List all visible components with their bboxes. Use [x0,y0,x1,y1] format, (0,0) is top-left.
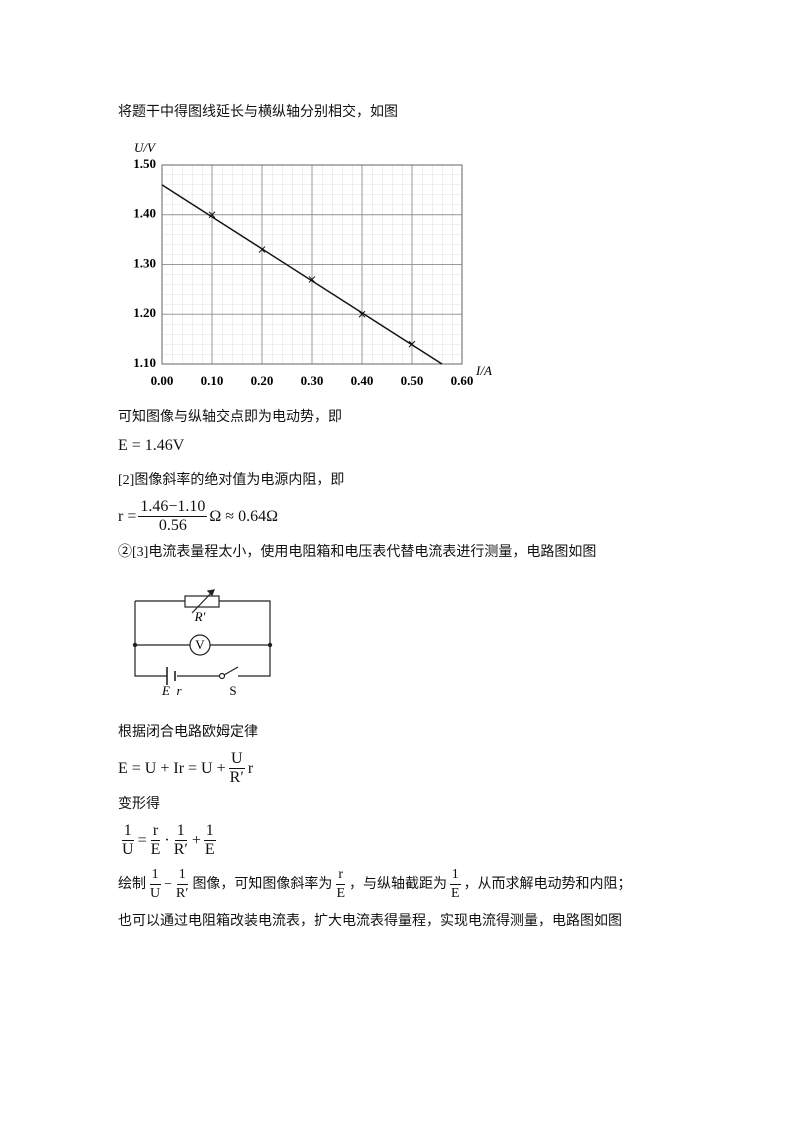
paragraph: [2]图像斜率的绝对值为电源内阻，即 [118,473,345,488]
numerator: 1 [176,866,188,885]
paragraph: 变形得 [118,797,160,812]
fraction: 1.46−1.10 0.56 [138,498,208,535]
x-tick-label: 0.40 [351,373,374,388]
data-point [308,276,316,283]
numerator: 1 [203,822,216,841]
denominator: E [204,841,215,858]
y-tick-label: 1.10 [133,355,156,370]
text-run: − [164,876,173,892]
circuit-label: S [229,683,236,698]
text-run: = [137,831,147,849]
numerator: 1 [149,866,161,885]
denominator: E [336,886,345,901]
circuit-label: V [195,637,205,652]
formula: E = U + Ir = U + U R′ r [118,750,253,787]
formula: r = 1.46−1.10 0.56 Ω ≈ 0.64Ω [118,498,278,535]
paragraph: 也可以通过电阻箱改装电流表，扩大电流表得量程，实现电流得测量，电路图如图 [118,914,622,929]
text-run: + [191,831,201,849]
x-tick-label: 0.10 [201,373,224,388]
numerator: 1 [121,822,134,841]
paragraph: ②[3]电流表量程太小，使用电阻箱和电压表代替电流表进行测量，电路图如图 [118,545,597,560]
denominator: R′ [229,769,244,786]
text-run: 图像，可知图像斜率为 [192,876,333,892]
numerator: 1 [174,822,187,841]
data-point [358,310,366,318]
denominator: U [150,886,161,901]
numerator: U [228,750,245,769]
y-tick-label: 1.30 [133,255,156,270]
paragraph: 可知图像与纵轴交点即为电动势，即 [118,410,342,425]
text-run: 绘制 [118,876,146,892]
paragraph: 绘制 1 U −1 R′ 图像，可知图像斜率为 r E ，与纵轴截距为 1 E ，从而求解电动势和内阻… [118,866,632,903]
fraction: 1 R′ [174,866,190,903]
x-tick-label: 0.00 [151,373,174,388]
y-tick-label: 1.50 [133,156,156,171]
x-tick-label: 0.50 [401,373,424,388]
text-run: Ω ≈ 0.64Ω [209,507,278,525]
numerator: r [150,822,161,841]
paragraph: 根据闭合电路欧姆定律 [118,725,258,740]
fraction: U R′ [228,750,246,787]
denominator: R′ [173,841,188,858]
numerator: 1.46−1.10 [138,498,208,517]
text-run: r [247,759,254,777]
data-point [408,340,416,348]
circuit-diagram: R′ V E r S [132,589,273,698]
x-axis-label: I/A [475,363,492,378]
fit-line [161,184,443,365]
numerator: r [336,866,346,885]
y-axis-label: U/V [134,140,157,155]
paragraph: 将题干中得图线延长与横纵轴分别相交，如图 [118,105,398,120]
text-run: E = 1.46V [118,437,185,454]
x-tick-label: 0.60 [451,373,474,388]
plot-frame [161,164,463,365]
text-run: ，与纵轴截距为 [349,876,447,892]
circuit-label: E [161,683,170,698]
denominator: R′ [176,886,189,901]
text-run: ，从而求解电动势和内阻； [463,876,632,892]
text-run: E = U + Ir = U + [118,759,226,777]
formula: E = 1.46V [118,436,184,456]
x-tick-label: 0.20 [251,373,274,388]
data-point [208,211,216,219]
circuit-label: R′ [194,609,206,624]
x-tick-label: 0.30 [301,373,324,388]
text-run: r = [118,507,137,525]
y-tick-label: 1.20 [133,305,156,320]
denominator: E [150,841,161,858]
numerator: 1 [449,866,461,885]
chart: 0.00 0.10 0.20 0.30 0.40 0.50 0.60 1.10 1.20 1.30… [133,140,492,388]
text-run: · [164,831,170,849]
formula: 1 U = r E · 1 R′ +1 E [118,822,219,859]
y-tick-label: 1.40 [133,206,156,221]
denominator: E [451,886,460,901]
denominator: U [122,841,134,858]
fraction: 1 R′ [172,822,190,859]
data-point [258,246,266,253]
circuit-label: r [176,683,182,698]
denominator: 0.56 [158,517,187,534]
